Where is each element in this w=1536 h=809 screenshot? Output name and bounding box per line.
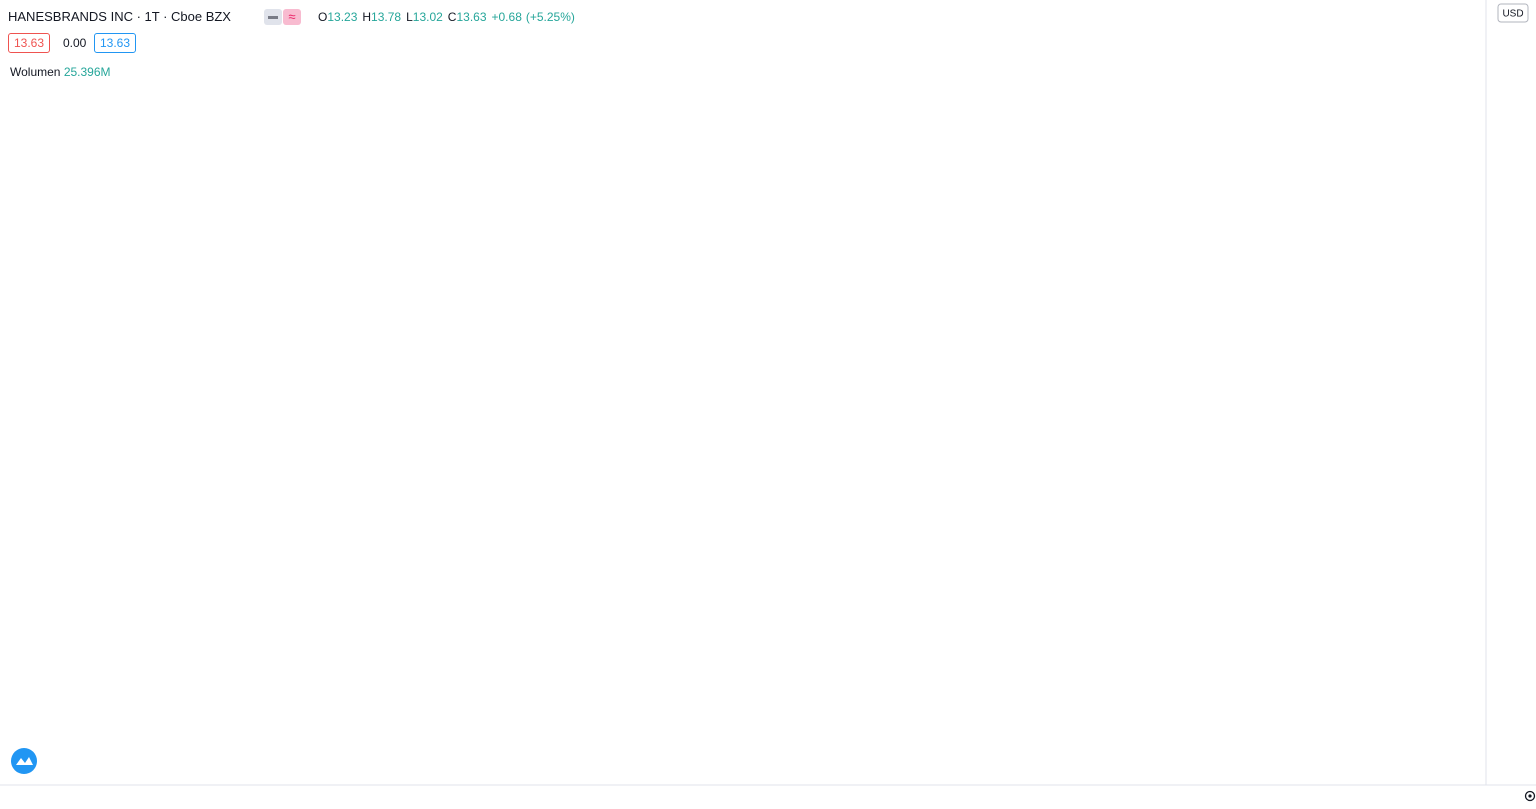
ohlc-value: 13.63: [456, 10, 487, 24]
gear: [1524, 790, 1536, 802]
settings-icon[interactable]: [1524, 790, 1536, 802]
logo-circle: [11, 748, 37, 774]
logo: [11, 748, 37, 774]
spread: 0.00: [58, 34, 92, 52]
ohlc-value: 13.02: [412, 10, 443, 24]
volume-value: 25.396M: [63, 65, 111, 79]
logo-mark: [16, 757, 33, 765]
buy-price[interactable]: 13.63: [94, 33, 137, 53]
compare-button[interactable]: ≈: [283, 9, 301, 25]
ohlc-legend: O13.23 H13.78 L13.02 C13.63 +0.68 (+5.25%): [318, 10, 575, 24]
volume-title: Wolumen 25.396M: [10, 65, 111, 79]
ohlc-key: C: [447, 10, 457, 24]
ohlc-key: L: [406, 10, 413, 24]
ohlc-key: O: [318, 10, 328, 24]
symbol-title: HANESBRANDS INC · 1T · Cboe BZX: [8, 9, 231, 24]
ohlc-key: H: [362, 10, 372, 24]
gear-center: [1528, 794, 1532, 798]
currency-box[interactable]: [1497, 3, 1529, 23]
sell-price[interactable]: 13.63: [8, 33, 51, 53]
currency: USD: [1502, 9, 1523, 20]
ohlc-value: 13.78: [371, 10, 402, 24]
ohlc-value: 13.23: [327, 10, 358, 24]
change: +0.68: [491, 10, 522, 24]
volume-label: Wolumen: [10, 65, 61, 79]
change-pct: (+5.25%): [525, 10, 575, 24]
hide-icon: [268, 16, 278, 19]
